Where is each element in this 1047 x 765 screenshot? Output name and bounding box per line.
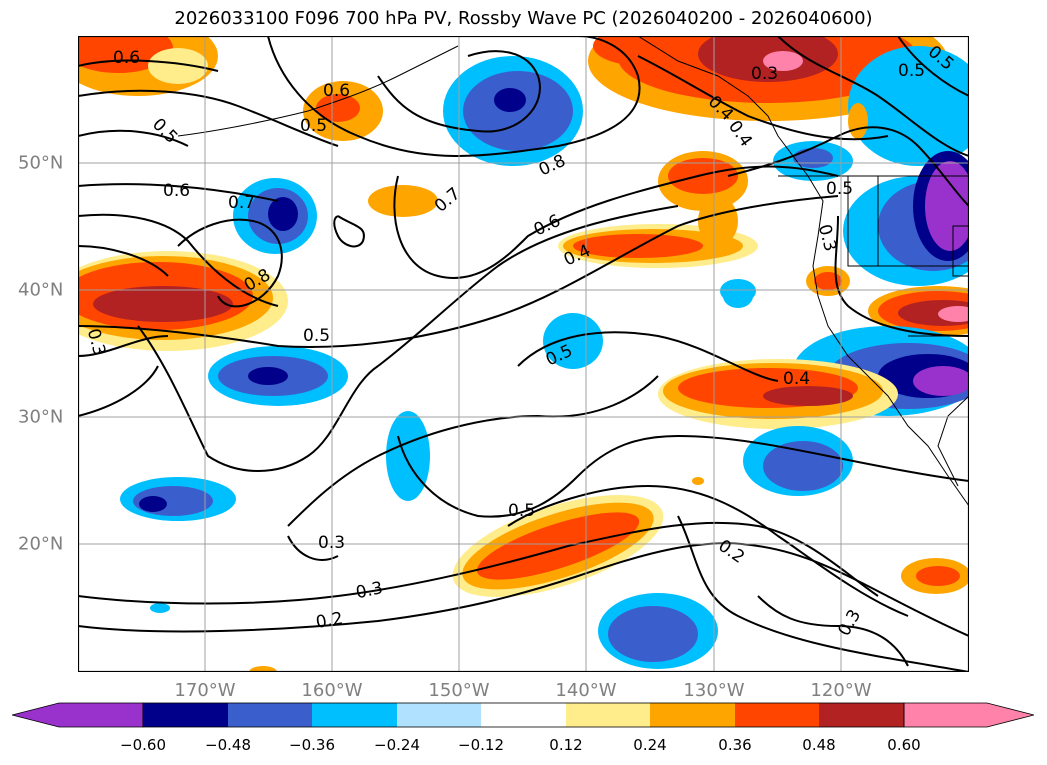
pv-contours <box>78 36 969 672</box>
pv-shading <box>78 36 969 672</box>
contour-label: 0.6 <box>163 181 190 201</box>
colorbar-segment <box>650 703 735 727</box>
lat-label: 50°N <box>18 152 64 174</box>
coastlines <box>177 36 969 507</box>
colorbar-tick: −0.60 <box>120 736 166 754</box>
colorbar-segment <box>735 703 819 727</box>
map-border <box>78 36 969 672</box>
lat-label: 40°N <box>18 279 64 301</box>
contour-label: 0.5 <box>300 116 327 136</box>
lon-label: 120°W <box>810 680 872 701</box>
colorbar-tick: −0.12 <box>458 736 504 754</box>
colorbar <box>12 702 1034 728</box>
lon-label: 170°W <box>174 680 236 701</box>
colorbar-segment <box>312 703 397 727</box>
lon-label: 150°W <box>428 680 490 701</box>
colorbar-tick: −0.48 <box>205 736 251 754</box>
contour-label: 0.5 <box>303 326 330 346</box>
colorbar-segment <box>143 703 228 727</box>
colorbar-tick: 0.12 <box>549 736 583 754</box>
colorbar-tick: 0.48 <box>802 736 836 754</box>
colorbar-tick: −0.24 <box>374 736 420 754</box>
lon-label: 140°W <box>555 680 617 701</box>
colorbar-tick: 0.24 <box>633 736 667 754</box>
colorbar-segment <box>903 702 1034 728</box>
contour-label: 0.3 <box>751 64 778 84</box>
colorbar-segment <box>397 703 481 727</box>
contour-label: 0.5 <box>898 61 925 81</box>
contour-label: 0.7 <box>228 193 255 213</box>
lon-label: 130°W <box>683 680 745 701</box>
colorbar-segment <box>481 703 566 727</box>
colorbar-segment <box>228 703 312 727</box>
map-title: 2026033100 F096 700 hPa PV, Rossby Wave … <box>174 8 873 29</box>
lon-label: 160°W <box>301 680 363 701</box>
colorbar-segment <box>12 702 144 728</box>
contour-label: 0.6 <box>113 48 140 68</box>
contour-label: 0.5 <box>508 501 535 521</box>
pv-map: 0.6 0.6 0.5 0.5 0.7 0.8 0.6 0.4 0.3 0.5 … <box>78 36 969 672</box>
lat-label: 20°N <box>18 533 64 555</box>
colorbar-tick: 0.60 <box>887 736 921 754</box>
contour-label: 0.2 <box>314 609 344 633</box>
contour-label: 0.4 <box>783 369 810 389</box>
lat-label: 30°N <box>18 406 64 428</box>
contour-label: 0.6 <box>323 81 350 101</box>
contour-label: 0.5 <box>826 179 853 199</box>
colorbar-tick: 0.36 <box>718 736 752 754</box>
colorbar-tick: −0.36 <box>289 736 335 754</box>
graticule <box>78 36 969 672</box>
colorbar-segment <box>566 703 650 727</box>
contour-label: 0.3 <box>318 533 345 553</box>
colorbar-segment <box>819 703 904 727</box>
